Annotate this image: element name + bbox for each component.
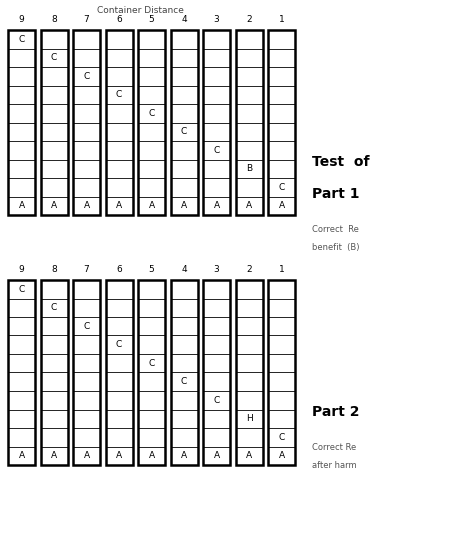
Text: A: A (213, 201, 220, 210)
Bar (268, 30, 295, 215)
Bar (268, 280, 295, 465)
Bar (203, 30, 230, 215)
Text: Container Distance: Container Distance (96, 6, 183, 15)
Text: A: A (19, 201, 24, 210)
Bar (40, 30, 67, 215)
Text: Part 2: Part 2 (312, 405, 360, 419)
Text: C: C (83, 72, 90, 81)
Text: Test  of: Test of (312, 155, 370, 169)
Text: C: C (51, 53, 57, 62)
Text: 6: 6 (116, 15, 122, 25)
Text: A: A (19, 451, 24, 460)
Bar (8, 280, 35, 465)
Bar (73, 280, 100, 465)
Text: C: C (279, 433, 284, 442)
Text: C: C (19, 35, 24, 44)
Text: C: C (149, 109, 154, 118)
Bar (203, 280, 230, 465)
Text: C: C (116, 90, 122, 99)
Text: 3: 3 (214, 266, 219, 274)
Text: 5: 5 (149, 266, 154, 274)
Text: 8: 8 (51, 15, 57, 25)
Text: C: C (51, 303, 57, 312)
Text: A: A (149, 451, 154, 460)
Text: C: C (181, 127, 187, 136)
Text: 3: 3 (214, 15, 219, 25)
Text: H: H (246, 414, 252, 424)
Bar (73, 30, 100, 215)
Bar (40, 280, 67, 465)
Text: benefit  (B): benefit (B) (312, 243, 360, 252)
Text: 5: 5 (149, 15, 154, 25)
Text: Correct  Re: Correct Re (312, 225, 359, 234)
Text: C: C (19, 285, 24, 294)
Text: 2: 2 (246, 15, 252, 25)
Text: 4: 4 (181, 266, 187, 274)
Text: A: A (246, 201, 252, 210)
Text: 8: 8 (51, 266, 57, 274)
Bar (106, 280, 132, 465)
Text: 7: 7 (84, 266, 89, 274)
Text: C: C (149, 359, 154, 368)
Bar (106, 30, 132, 215)
Text: 1: 1 (279, 15, 284, 25)
Text: A: A (83, 451, 90, 460)
Bar (8, 30, 35, 215)
Text: A: A (51, 451, 57, 460)
Text: A: A (149, 201, 154, 210)
Text: A: A (279, 201, 284, 210)
Text: A: A (116, 201, 122, 210)
Text: Part 1: Part 1 (312, 187, 360, 201)
Text: A: A (279, 451, 284, 460)
Text: 4: 4 (181, 15, 187, 25)
Text: C: C (83, 322, 90, 331)
Bar (138, 280, 165, 465)
Text: 6: 6 (116, 266, 122, 274)
Text: A: A (181, 201, 187, 210)
Text: C: C (213, 396, 220, 405)
Text: 9: 9 (19, 15, 24, 25)
Bar (138, 30, 165, 215)
Text: A: A (116, 451, 122, 460)
Text: A: A (246, 451, 252, 460)
Bar (236, 30, 262, 215)
Text: C: C (213, 146, 220, 155)
Text: A: A (83, 201, 90, 210)
Text: B: B (246, 164, 252, 173)
Text: A: A (51, 201, 57, 210)
Text: A: A (213, 451, 220, 460)
Text: 9: 9 (19, 266, 24, 274)
Bar (236, 280, 262, 465)
Text: Correct Re: Correct Re (312, 443, 356, 452)
Text: after harm: after harm (312, 461, 357, 470)
Text: 2: 2 (246, 266, 252, 274)
Text: 7: 7 (84, 15, 89, 25)
Bar (170, 30, 198, 215)
Bar (170, 280, 198, 465)
Text: C: C (279, 183, 284, 192)
Text: C: C (116, 340, 122, 349)
Text: 1: 1 (279, 266, 284, 274)
Text: C: C (181, 377, 187, 386)
Text: A: A (181, 451, 187, 460)
